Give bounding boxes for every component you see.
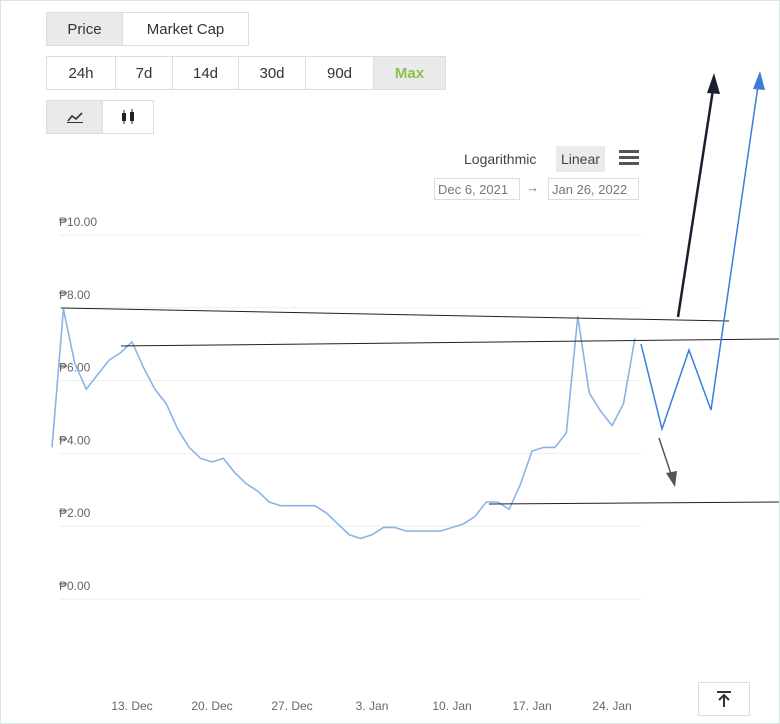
y-tick-label: ₱10.00 xyxy=(59,215,97,229)
range-button[interactable]: 90d xyxy=(305,56,374,90)
y-tick-label: ₱8.00 xyxy=(59,288,91,302)
x-tick-label: 20. Dec xyxy=(191,699,232,713)
y-tick-label: ₱0.00 xyxy=(59,579,91,593)
range-button[interactable]: 7d xyxy=(115,56,173,90)
x-tick-label: 24. Jan xyxy=(592,699,631,713)
x-tick-label: 10. Jan xyxy=(432,699,471,713)
y-tick-label: ₱6.00 xyxy=(59,361,91,375)
candle-icon xyxy=(122,109,134,124)
x-tick-label: 27. Dec xyxy=(271,699,312,713)
x-tick-label: 17. Jan xyxy=(512,699,551,713)
y-tick-label: ₱2.00 xyxy=(59,506,91,520)
tab-market-cap[interactable]: Market Cap xyxy=(122,12,249,46)
range-button[interactable]: 24h xyxy=(46,56,116,90)
linear-toggle[interactable]: Linear xyxy=(556,146,605,172)
x-tick-label: 13. Dec xyxy=(111,699,152,713)
date-from[interactable]: Dec 6, 2021 xyxy=(434,178,520,200)
price-line xyxy=(51,308,636,540)
range-button[interactable]: 14d xyxy=(172,56,239,90)
up-icon xyxy=(717,691,731,707)
range-button[interactable]: 30d xyxy=(238,56,306,90)
line-chart-toggle[interactable] xyxy=(46,100,103,134)
y-tick-label: ₱4.00 xyxy=(59,433,91,447)
log-toggle[interactable]: Logarithmic xyxy=(464,151,537,167)
scroll-top[interactable] xyxy=(698,682,750,716)
x-tick-label: 3. Jan xyxy=(356,699,389,713)
range-button[interactable]: Max xyxy=(373,56,446,90)
line-icon xyxy=(66,112,83,123)
menu-icon[interactable] xyxy=(619,149,639,165)
date-arrow: → xyxy=(526,180,539,195)
date-to[interactable]: Jan 26, 2022 xyxy=(548,178,639,200)
tab-price[interactable]: Price xyxy=(46,12,123,46)
candle-chart-toggle[interactable] xyxy=(102,100,154,134)
drawn-annotations xyxy=(60,71,779,505)
